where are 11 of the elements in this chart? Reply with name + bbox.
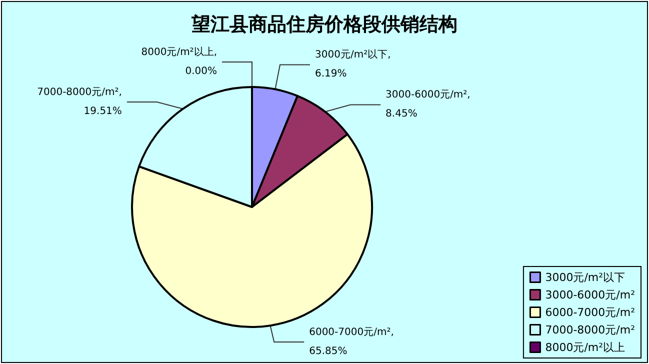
- legend-label: 3000-6000元/m²: [545, 288, 636, 302]
- legend-label: 8000元/m²以上: [545, 340, 626, 354]
- data-label: 7000-8000元/m², 19.51%: [37, 87, 122, 117]
- data-label: 3000元/m²以下, 6.19%: [315, 48, 391, 80]
- data-label: 3000-6000元/m², 8.45%: [386, 90, 470, 120]
- chart-title: 望江县商品住房价格段供销结构: [190, 14, 458, 36]
- legend-label: 6000-7000元/m²: [545, 306, 636, 319]
- legend-label: 7000-8000元/m²: [545, 323, 636, 336]
- text: 8000元/m²以上, 0.00%: [141, 47, 217, 77]
- legend-label: 3000元/m²以下: [545, 270, 626, 284]
- data-label: 6000-7000元/m², 65.85%: [309, 327, 394, 357]
